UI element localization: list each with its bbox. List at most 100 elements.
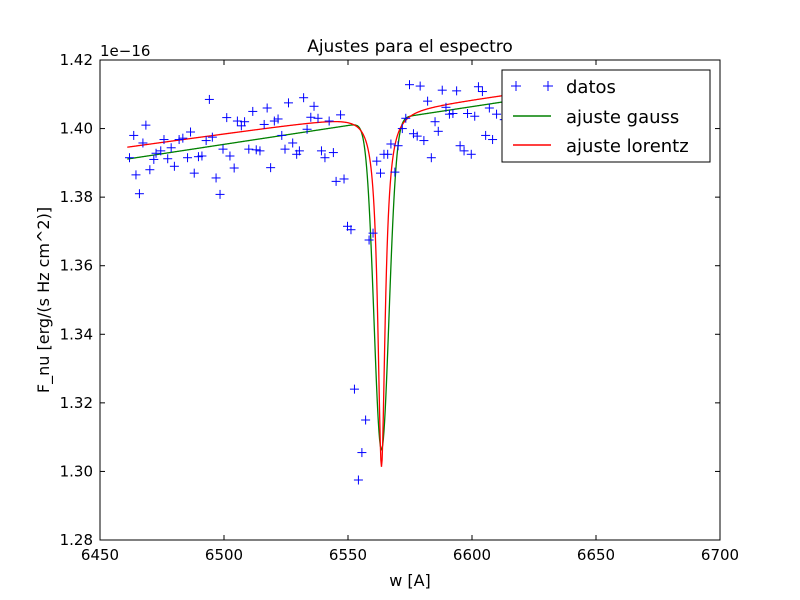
data-point — [375, 168, 385, 178]
x-tick-label: 6450 — [81, 546, 119, 564]
data-point — [240, 117, 250, 127]
data-point — [149, 154, 159, 164]
data-point — [492, 109, 502, 119]
data-point — [183, 153, 193, 163]
data-point — [408, 129, 418, 139]
data-point — [313, 113, 323, 123]
data-point — [125, 153, 135, 163]
data-point — [288, 138, 298, 148]
data-point — [141, 120, 151, 130]
data-point — [197, 151, 207, 161]
data-point — [277, 130, 287, 140]
data-point — [441, 102, 451, 112]
y-tick-label: 1.32 — [60, 394, 93, 412]
data-point — [174, 135, 184, 145]
data-point — [255, 146, 265, 156]
legend-label-lorentz: ajuste lorentz — [566, 136, 689, 157]
data-point — [336, 110, 346, 120]
data-point — [349, 384, 359, 394]
data-point — [357, 448, 367, 458]
data-point — [331, 176, 341, 186]
data-point — [463, 108, 473, 118]
data-point — [452, 86, 462, 96]
data-point — [299, 93, 309, 103]
data-point — [397, 124, 407, 134]
data-point — [201, 136, 211, 146]
y-offset-label: 1e−16 — [100, 42, 150, 60]
data-point — [215, 189, 225, 199]
data-point — [169, 161, 179, 171]
data-point — [433, 126, 443, 136]
data-point — [225, 151, 235, 161]
data-point — [244, 144, 254, 154]
x-axis-label: w [A] — [389, 571, 431, 590]
data-point — [218, 144, 228, 154]
y-tick-label: 1.36 — [60, 257, 93, 275]
data-point — [186, 127, 196, 137]
data-point — [430, 117, 440, 127]
data-point — [211, 173, 221, 183]
data-point — [346, 225, 356, 235]
data-point — [383, 149, 393, 159]
x-tick-label: 6700 — [701, 546, 739, 564]
y-tick-label: 1.40 — [60, 120, 93, 138]
data-point — [364, 235, 374, 245]
data-point — [207, 132, 217, 142]
data-point — [405, 80, 415, 90]
data-point — [251, 145, 261, 155]
legend-marker-datos — [511, 81, 553, 91]
plot-frame — [99, 59, 721, 541]
data-point — [134, 189, 144, 199]
series-line-ajuste-lorentz — [127, 94, 505, 467]
data-point — [131, 170, 141, 180]
y-tick-label: 1.34 — [60, 325, 93, 343]
data-point — [273, 114, 283, 124]
data-point — [145, 165, 155, 175]
data-point — [477, 87, 487, 97]
data-point — [470, 111, 480, 121]
x-tick-label: 6600 — [453, 546, 491, 564]
data-point — [320, 153, 330, 163]
y-tick-label: 1.28 — [60, 531, 93, 549]
data-point — [448, 108, 458, 118]
axis-ticks: 6450 6500 6550 6600 6650 6700 1.28 1.30 1.32 1.34… — [60, 51, 740, 564]
data-point — [386, 139, 396, 149]
data-point — [484, 103, 494, 113]
data-point — [481, 130, 491, 140]
y-axis-label: F_nu [erg/(s Hz cm^2)] — [34, 207, 54, 393]
data-point — [488, 135, 498, 145]
data-point — [156, 146, 166, 156]
data-point — [269, 116, 279, 126]
y-tick-label: 1.38 — [60, 188, 93, 206]
data-point — [361, 415, 371, 425]
data-point — [426, 153, 436, 163]
data-point — [229, 163, 239, 173]
data-point — [423, 96, 433, 106]
data-point — [306, 112, 316, 122]
data-point — [232, 116, 242, 126]
data-point — [466, 149, 476, 159]
data-point — [294, 146, 304, 156]
data-point — [368, 228, 378, 238]
data-point — [459, 146, 469, 156]
data-point — [302, 124, 312, 134]
data-point — [324, 116, 334, 126]
y-tick-label: 1.42 — [60, 51, 93, 69]
data-point — [473, 82, 483, 92]
data-point — [415, 81, 425, 91]
chart-title: Ajustes para el espectro — [307, 37, 513, 57]
data-point — [393, 141, 403, 151]
data-point — [248, 106, 258, 116]
data-point — [166, 143, 176, 153]
y-tick-label: 1.30 — [60, 462, 93, 480]
series-line-ajuste-gauss — [127, 101, 505, 451]
data-point — [401, 113, 411, 123]
data-point — [138, 138, 148, 148]
legend-label-datos: datos — [566, 77, 616, 98]
data-point — [259, 119, 269, 129]
data-point — [262, 103, 272, 113]
data-point — [309, 101, 319, 111]
x-tick-label: 6650 — [577, 546, 615, 564]
data-point — [189, 168, 199, 178]
